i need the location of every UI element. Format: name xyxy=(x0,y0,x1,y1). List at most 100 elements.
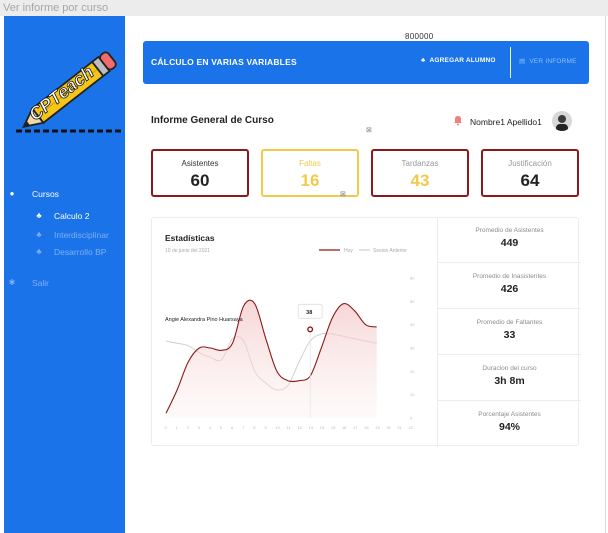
sidebar: CPTeach ● Cursos ♣ Calculo 2 ♣ Interdisc… xyxy=(4,16,125,533)
legend-previous: Sesion Anterior xyxy=(373,248,407,254)
stat-label: Justificación xyxy=(508,159,552,168)
metric-value: 449 xyxy=(500,237,519,249)
x-tick-label: 3 xyxy=(198,425,201,430)
sidebar-item-label: Salir xyxy=(32,278,50,288)
cpteach-logo: CPTeach xyxy=(16,51,122,133)
stat-label: Tardanzas xyxy=(401,159,439,168)
x-tick-label: 19 xyxy=(375,425,380,430)
main-content: 800000 CÁLCULO EN VARIAS VARIABLES ♣ AGR… xyxy=(125,16,606,533)
metric-label: Promedio de Faltantes xyxy=(476,319,543,326)
x-tick-label: 11 xyxy=(287,425,292,430)
metric-label: Duracion del curso xyxy=(482,365,537,372)
x-tick-label: 12 xyxy=(298,425,303,430)
y-tick-label: 50 xyxy=(410,299,415,304)
tooltip-value: 38 xyxy=(306,310,312,316)
x-tick-label: 9 xyxy=(264,425,267,430)
metric-promedio-faltantes: Promedio de Faltantes 33 xyxy=(438,310,581,355)
stat-card-asistentes: Asistentes 60 xyxy=(151,149,249,197)
stat-value: 43 xyxy=(410,171,430,190)
x-tick-label: 13 xyxy=(309,425,314,430)
user-name[interactable]: Nombre1 Apellido1 xyxy=(470,117,542,127)
x-tick-label: 1 xyxy=(176,425,179,430)
group-icon: ♣ xyxy=(36,230,42,239)
x-tick-label: 16 xyxy=(342,425,347,430)
series-line-today xyxy=(165,299,377,414)
statistics-chart: Estadísticas 10 de junio del 2021 Hoy Se… xyxy=(165,233,416,430)
stat-card-faltas: Faltas 16 xyxy=(261,149,359,197)
add-student-label: AGREGAR ALUMNO xyxy=(429,57,496,64)
x-tick-label: 7 xyxy=(242,425,245,430)
y-tick-label: 60 xyxy=(410,276,415,281)
metrics-column: Promedio de Asistentes 449 Promedio de I… xyxy=(437,218,581,447)
sidebar-item-label: Calculo 2 xyxy=(54,211,90,221)
x-tick-label: 15 xyxy=(331,425,336,430)
metric-value: 33 xyxy=(503,329,516,341)
series-area-today xyxy=(166,300,377,418)
statistics-panel: Estadísticas 10 de junio del 2021 Hoy Se… xyxy=(151,217,581,447)
view-report-label: VER INFORME xyxy=(529,58,577,65)
page-title: Informe General de Curso xyxy=(151,115,274,126)
button-divider xyxy=(510,47,511,78)
brand-name: CPTeach xyxy=(25,62,97,125)
metric-porcentaje-asistentes: Porcentaje Asistentes 94% xyxy=(438,402,581,447)
y-tick-label: 20 xyxy=(410,369,415,374)
y-tick-label: 30 xyxy=(410,346,415,351)
group-icon: ♣ xyxy=(421,57,426,64)
x-tick-label: 5 xyxy=(220,425,223,430)
view-report-button[interactable]: ▤ VER INFORME xyxy=(519,57,577,65)
sidebar-item-label: Desarrollo BP xyxy=(54,247,107,257)
stat-label: Faltas xyxy=(299,159,321,168)
stat-value: 64 xyxy=(520,171,540,190)
chart-title: Estadísticas xyxy=(165,233,215,243)
metric-promedio-inasistentes: Promedio de Inasistentes 426 xyxy=(438,264,581,309)
chart-subtitle: 10 de junio del 2021 xyxy=(165,248,210,254)
metric-duracion-curso: Duracion del curso 3h 8m xyxy=(438,356,581,401)
lightbulb-icon: ● xyxy=(9,189,15,198)
metric-value: 3h 8m xyxy=(494,375,525,387)
y-tick-label: 0 xyxy=(410,416,413,421)
stat-card-justificacion: Justificación 64 xyxy=(481,149,579,197)
stat-card-tardanzas: Tardanzas 43 xyxy=(371,149,469,197)
metric-label: Promedio de Asistentes xyxy=(475,227,544,234)
sidebar-item-label: Interdisciplinar xyxy=(54,230,109,240)
group-icon: ♣ xyxy=(36,247,42,256)
x-tick-label: 8 xyxy=(253,425,256,430)
y-tick-label: 40 xyxy=(410,322,415,327)
metric-label: Promedio de Inasistentes xyxy=(472,273,547,280)
metric-promedio-asistentes: Promedio de Asistentes 449 xyxy=(438,218,581,263)
x-tick-label: 17 xyxy=(353,425,358,430)
gear-icon: ✱ xyxy=(8,278,16,287)
bell-icon[interactable] xyxy=(452,114,464,126)
metric-value: 94% xyxy=(498,421,520,433)
x-tick-label: 21 xyxy=(397,425,402,430)
avatar[interactable] xyxy=(552,111,572,131)
metric-label: Porcentaje Asistentes xyxy=(478,411,541,418)
course-title: CÁLCULO EN VARIAS VARIABLES xyxy=(151,57,297,67)
x-tick-label: 14 xyxy=(320,425,325,430)
x-tick-label: 18 xyxy=(364,425,369,430)
window-title: Ver informe por curso xyxy=(0,0,608,16)
tooltip-box xyxy=(297,303,323,319)
data-point-marker[interactable] xyxy=(307,326,314,333)
x-tick-label: 22 xyxy=(409,425,414,430)
cursor-icon: ⊠ xyxy=(340,191,346,198)
metric-value: 426 xyxy=(500,283,519,295)
sidebar-item-label: Cursos xyxy=(32,189,59,199)
x-tick-label: 10 xyxy=(275,425,280,430)
course-id: 800000 xyxy=(405,32,434,41)
x-tick-label: 2 xyxy=(187,425,190,430)
course-banner: CÁLCULO EN VARIAS VARIABLES ♣ AGREGAR AL… xyxy=(143,41,589,84)
group-icon: ♣ xyxy=(36,211,42,220)
x-tick-label: 6 xyxy=(231,425,234,430)
x-tick-label: 0 xyxy=(165,425,168,430)
stat-value: 16 xyxy=(300,171,320,190)
y-tick-label: 10 xyxy=(410,392,415,397)
stat-label: Asistentes xyxy=(181,159,219,168)
report-icon: ▤ xyxy=(519,58,526,65)
stat-value: 60 xyxy=(190,171,210,190)
add-student-button[interactable]: ♣ AGREGAR ALUMNO xyxy=(421,57,496,64)
x-tick-label: 20 xyxy=(386,425,391,430)
legend-today: Hoy xyxy=(344,248,353,254)
student-label: Angie Alexandra Pino Huarsaya xyxy=(165,317,244,323)
cursor-icon: ⊠ xyxy=(366,127,372,134)
